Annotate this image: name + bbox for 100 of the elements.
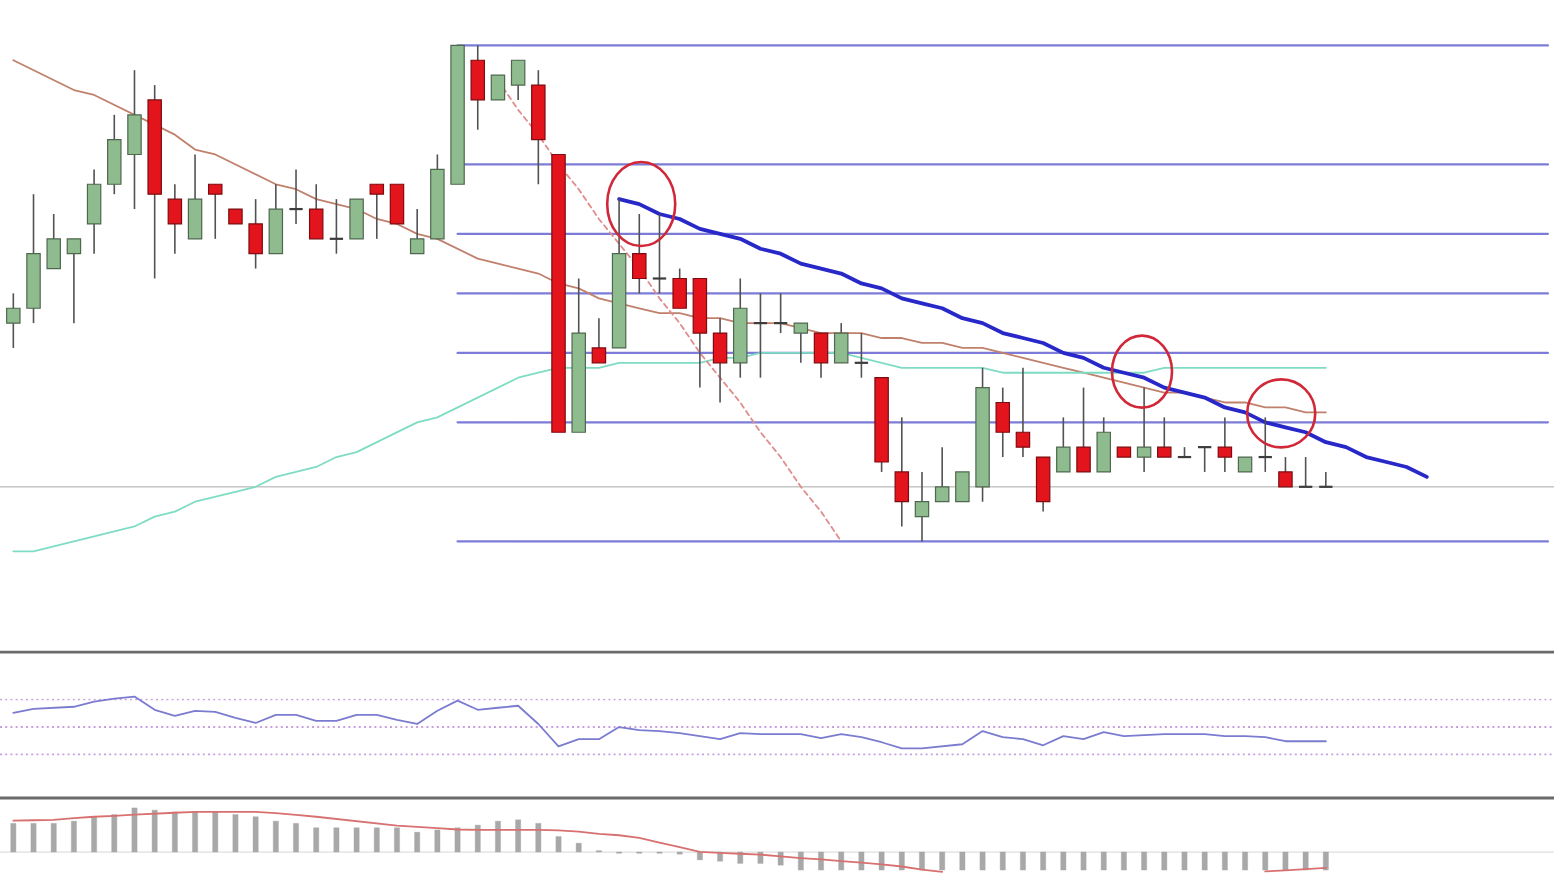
bar [273, 820, 279, 853]
bar [858, 851, 865, 871]
candlestick [46, 213, 61, 270]
candlestick [187, 153, 203, 240]
bar [979, 851, 986, 871]
candlestick [308, 183, 324, 240]
bar [575, 842, 582, 853]
candlestick [369, 183, 385, 240]
candlestick [6, 292, 21, 349]
bar [434, 829, 441, 853]
candlestick [955, 471, 970, 503]
candlestick [894, 416, 910, 528]
bar [1242, 851, 1248, 871]
candlestick [1015, 366, 1031, 458]
candlestick [995, 386, 1011, 458]
candlestick [409, 208, 425, 255]
bar [414, 831, 420, 853]
bar [1222, 851, 1228, 871]
bar [71, 820, 77, 853]
candlestick [389, 183, 405, 225]
bar [91, 816, 97, 853]
bar [555, 836, 562, 853]
bar [313, 827, 320, 853]
candlestick [1076, 386, 1091, 473]
bar [293, 823, 299, 853]
candlestick [813, 332, 829, 379]
bar [333, 827, 340, 853]
candlestick [1136, 386, 1152, 473]
bar [172, 811, 178, 853]
bar [50, 823, 57, 853]
bar [959, 851, 966, 871]
candlestick [510, 59, 526, 101]
bar [151, 809, 158, 853]
bar [1161, 851, 1168, 871]
bar [373, 827, 380, 853]
bar [1100, 851, 1107, 871]
candlestick [127, 69, 142, 210]
bar [495, 820, 501, 853]
candlestick [66, 238, 82, 324]
candlestick [914, 471, 930, 543]
bar [474, 824, 481, 853]
bar [515, 819, 521, 853]
candlestick [853, 332, 870, 379]
bar [353, 827, 360, 853]
candlestick [632, 213, 647, 295]
bar [131, 807, 138, 853]
candlestick [1318, 471, 1334, 488]
candlestick [772, 292, 789, 334]
candlestick [651, 213, 668, 295]
bar [192, 811, 198, 853]
candlestick [107, 114, 122, 195]
bar [212, 811, 219, 853]
bar [394, 827, 400, 853]
bar [252, 816, 259, 853]
candlestick [1035, 456, 1051, 513]
bar [999, 851, 1006, 871]
bar [454, 827, 461, 853]
bar [1201, 851, 1208, 871]
candlestick [207, 183, 223, 240]
bar [1141, 851, 1147, 871]
bar [898, 851, 905, 871]
candlestick [833, 322, 849, 364]
candlestick [1217, 416, 1233, 473]
bar [1121, 851, 1127, 871]
bar [1080, 851, 1087, 871]
candlestick [1056, 416, 1071, 473]
bar [1040, 851, 1046, 871]
candlestick [793, 322, 809, 364]
bar [1262, 851, 1269, 871]
candlestick [86, 168, 102, 255]
candlestick [1278, 456, 1293, 488]
candlestick [167, 183, 183, 255]
bar [1020, 851, 1026, 871]
bar [10, 823, 17, 853]
candlestick [248, 198, 263, 270]
candlestick [1096, 416, 1111, 473]
bar [535, 823, 542, 853]
candlestick [268, 183, 284, 255]
bar [919, 851, 925, 871]
candlestick [712, 317, 728, 404]
candlestick [1157, 416, 1172, 458]
candlestick [1257, 416, 1274, 473]
bar [1282, 851, 1289, 871]
bar [878, 851, 885, 871]
candlestick [752, 292, 769, 379]
candlestick [470, 44, 486, 131]
candlestick [591, 317, 607, 364]
bar [30, 823, 37, 853]
candlestick [672, 267, 687, 310]
candlestick [288, 168, 304, 225]
bar [1181, 851, 1188, 871]
bar [111, 814, 118, 853]
candlestick [1297, 456, 1314, 488]
bar [939, 851, 946, 871]
bar [1323, 851, 1329, 871]
bar [232, 814, 239, 853]
bar [1060, 851, 1067, 871]
bar [818, 851, 824, 871]
candlestick [1196, 446, 1213, 473]
candlestick [490, 74, 506, 101]
